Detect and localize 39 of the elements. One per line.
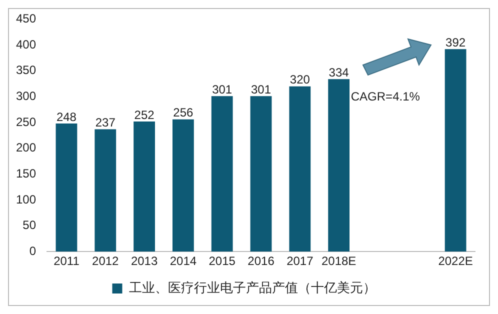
bar [94,129,116,252]
data-label: 256 [173,106,194,120]
y-tick-label: 0 [29,244,36,258]
x-tick-label: 2011 [54,254,80,268]
y-tick-label: 150 [16,166,36,180]
x-tick-label: 2012 [92,254,120,268]
x-tick-label: 2022E [438,254,473,268]
bar [172,119,194,252]
legend-label: 工业、医疗行业电子产品产值（十亿美元） [128,280,376,296]
x-tick-label: 2014 [170,254,197,268]
bar [289,86,311,252]
bar [56,124,78,252]
data-label: 320 [290,72,310,87]
x-tick-label: 2017 [286,254,314,268]
y-tick-label: 200 [16,140,36,155]
y-tick-label: 100 [16,192,36,206]
data-label: 301 [250,82,272,96]
bar [211,96,233,252]
y-tick-label: 400 [16,37,36,52]
bar [250,96,272,252]
data-label: 248 [56,110,77,124]
y-tick-label: 250 [16,114,36,129]
x-tick-label: 2013 [130,254,158,268]
y-tick-label: 450 [16,12,36,26]
x-tick-label: 2016 [248,254,275,268]
bar [134,121,155,252]
data-label: 237 [95,116,116,130]
y-tick-label: 50 [22,218,36,232]
bar [328,79,350,252]
x-tick-label: 2015 [208,254,236,268]
bar [444,49,466,252]
y-tick-label: 300 [16,88,36,103]
y-tick-label: 350 [16,63,36,78]
data-label: 392 [446,35,466,50]
annotation: CAGR=4.1% [350,90,420,104]
x-tick-label: 2018E [321,254,356,268]
data-label: 301 [212,82,232,96]
data-label: 252 [134,108,155,122]
data-label: 334 [328,65,350,80]
